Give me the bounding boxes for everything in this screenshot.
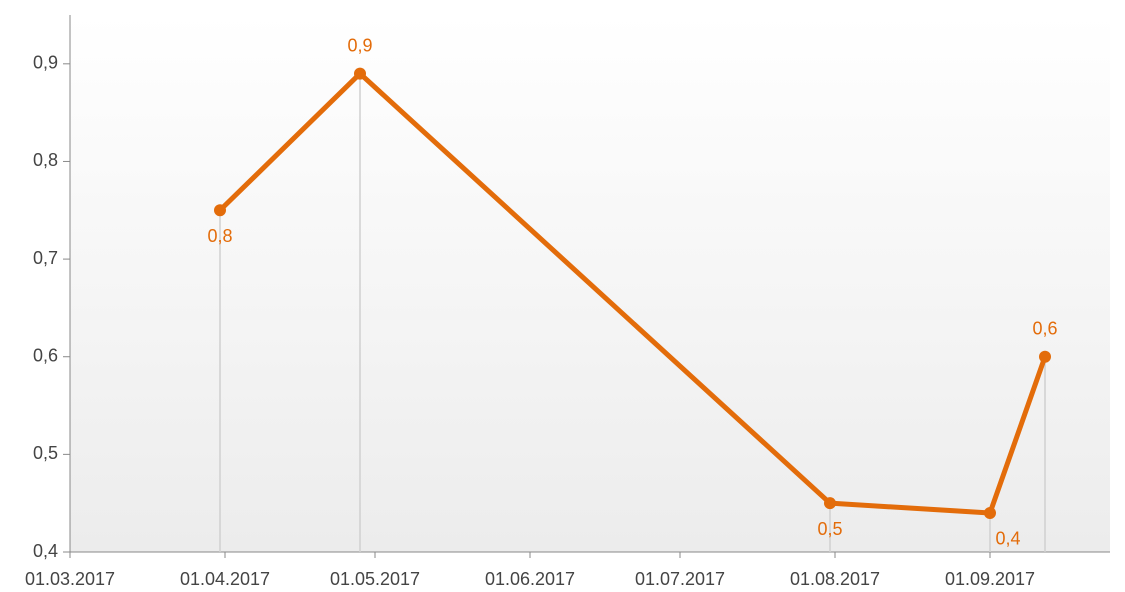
x-tick-label: 01.04.2017: [180, 569, 270, 589]
point: [1039, 350, 1051, 363]
x-tick-label: 01.07.2017: [635, 569, 725, 589]
x-tick-label: 01.08.2017: [790, 569, 880, 589]
y-tick-label: 0,7: [33, 248, 58, 268]
y-tick-label: 0,8: [33, 150, 58, 170]
point: [354, 67, 366, 80]
x-tick-label: 01.09.2017: [945, 569, 1035, 589]
value-label: 0,4: [995, 529, 1020, 549]
value-label: 0,9: [347, 35, 372, 55]
value-label: 0,8: [207, 226, 232, 246]
point: [214, 204, 226, 217]
y-tick-label: 0,5: [33, 443, 58, 463]
x-tick-label: 01.05.2017: [330, 569, 420, 589]
point: [984, 506, 996, 519]
x-tick-label: 01.06.2017: [485, 569, 575, 589]
y-tick-label: 0,6: [33, 345, 58, 365]
y-tick-label: 0,4: [33, 541, 58, 561]
point: [824, 497, 836, 510]
x-tick-label: 01.03.2017: [25, 569, 115, 589]
value-label: 0,6: [1032, 318, 1057, 338]
value-label: 0,5: [817, 519, 842, 539]
y-tick-label: 0,9: [33, 53, 58, 73]
